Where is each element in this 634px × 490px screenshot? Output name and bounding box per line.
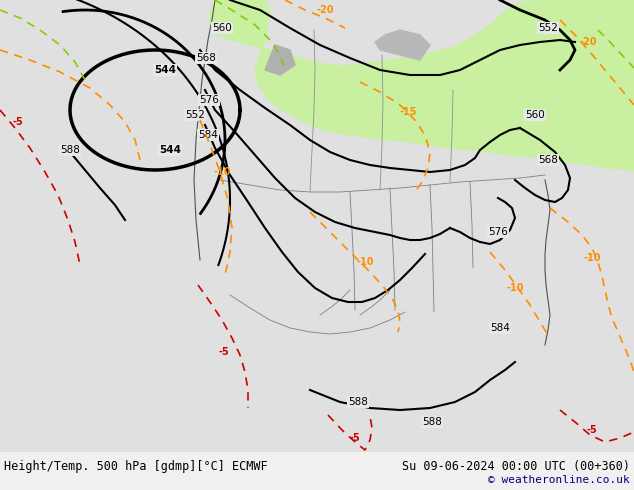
Text: 576: 576: [488, 227, 508, 237]
Text: 588: 588: [422, 417, 442, 427]
Text: 568: 568: [538, 155, 558, 165]
Text: -20: -20: [316, 5, 333, 15]
Text: -10: -10: [507, 283, 524, 293]
Text: -15: -15: [399, 107, 417, 117]
Text: -10: -10: [583, 253, 601, 263]
Text: -10: -10: [213, 167, 231, 177]
Text: -5: -5: [13, 117, 23, 127]
Text: 584: 584: [490, 323, 510, 333]
Text: -10: -10: [356, 257, 374, 267]
Text: 584: 584: [198, 130, 218, 140]
Polygon shape: [265, 45, 295, 75]
Bar: [0, 452, 634, 490]
Text: 568: 568: [196, 53, 216, 63]
Text: 544: 544: [154, 65, 176, 75]
Text: © weatheronline.co.uk: © weatheronline.co.uk: [488, 475, 630, 485]
Text: -5: -5: [349, 433, 360, 443]
Text: 588: 588: [60, 145, 80, 155]
Text: 560: 560: [212, 23, 232, 33]
Text: Su 09-06-2024 00:00 UTC (00+360): Su 09-06-2024 00:00 UTC (00+360): [402, 460, 630, 472]
Text: -5: -5: [219, 347, 230, 357]
Polygon shape: [375, 30, 430, 60]
Text: -5: -5: [586, 425, 597, 435]
Text: 576: 576: [199, 95, 219, 105]
Text: 588: 588: [348, 397, 368, 407]
Text: Height/Temp. 500 hPa [gdmp][°C] ECMWF: Height/Temp. 500 hPa [gdmp][°C] ECMWF: [4, 460, 268, 472]
Text: 544: 544: [159, 145, 181, 155]
Text: 560: 560: [525, 110, 545, 120]
Polygon shape: [210, 0, 634, 172]
Text: 552: 552: [538, 23, 558, 33]
Text: -20: -20: [579, 37, 597, 47]
Text: 552: 552: [185, 110, 205, 120]
